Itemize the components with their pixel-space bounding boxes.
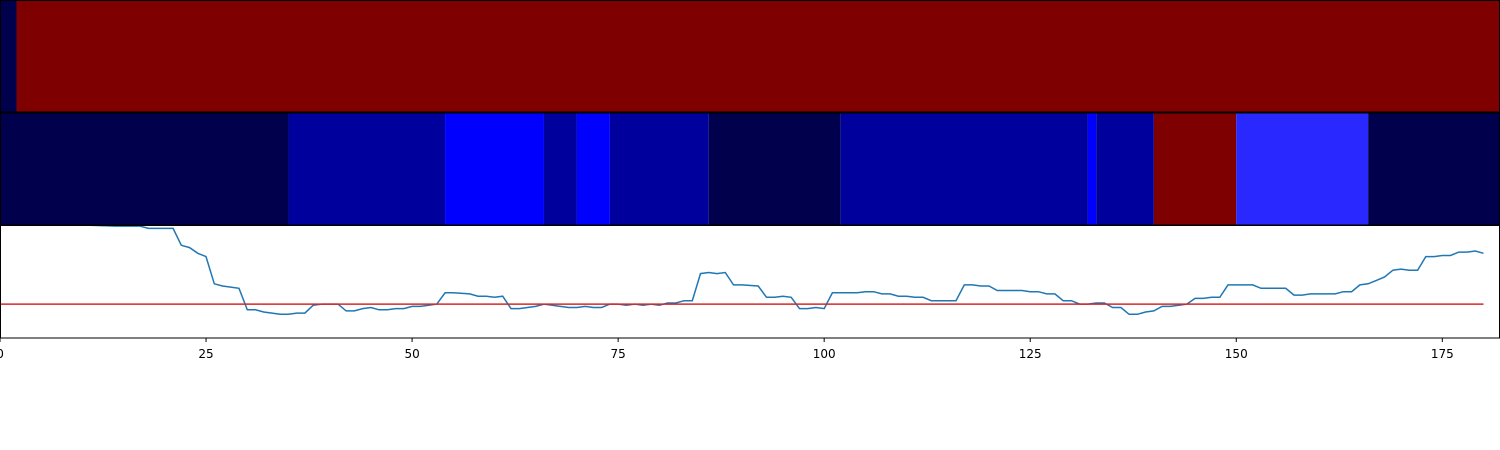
heatmap-cell: [0, 0, 17, 112]
heatmap-cell: [1236, 113, 1369, 225]
heatmap-cell: [1368, 113, 1500, 225]
x-tick-label: 100: [813, 347, 836, 361]
x-tick-label: 25: [198, 347, 213, 361]
heatmap-cell: [1087, 113, 1097, 225]
frame-bottom: [0, 225, 1500, 339]
heatmap-middle: [0, 113, 1500, 225]
x-tick-label: 0: [0, 347, 4, 361]
heatmap-cell: [288, 113, 446, 225]
heatmap-cell: [543, 113, 577, 225]
x-tick-label: 150: [1225, 347, 1248, 361]
x-tick-label: 125: [1019, 347, 1042, 361]
x-tick-label: 75: [610, 347, 625, 361]
heatmap-cell: [16, 0, 1500, 112]
line-plot: [0, 225, 1484, 316]
heatmap-cell: [708, 113, 841, 225]
heatmap-cell: [609, 113, 709, 225]
x-tick-label: 175: [1431, 347, 1454, 361]
heatmap-cell: [445, 113, 544, 225]
x-tick-label: 50: [404, 347, 419, 361]
heatmap-cell: [1096, 113, 1154, 225]
x-axis: 0 25 50 75 100 125 150 175: [0, 338, 1454, 361]
heatmap-cell: [576, 113, 610, 225]
series-line: [68, 225, 1484, 316]
heatmap-top: [0, 0, 1500, 112]
heatmap-cell: [0, 113, 289, 225]
heatmap-cell: [840, 113, 1088, 225]
heatmap-cell: [1153, 113, 1237, 225]
